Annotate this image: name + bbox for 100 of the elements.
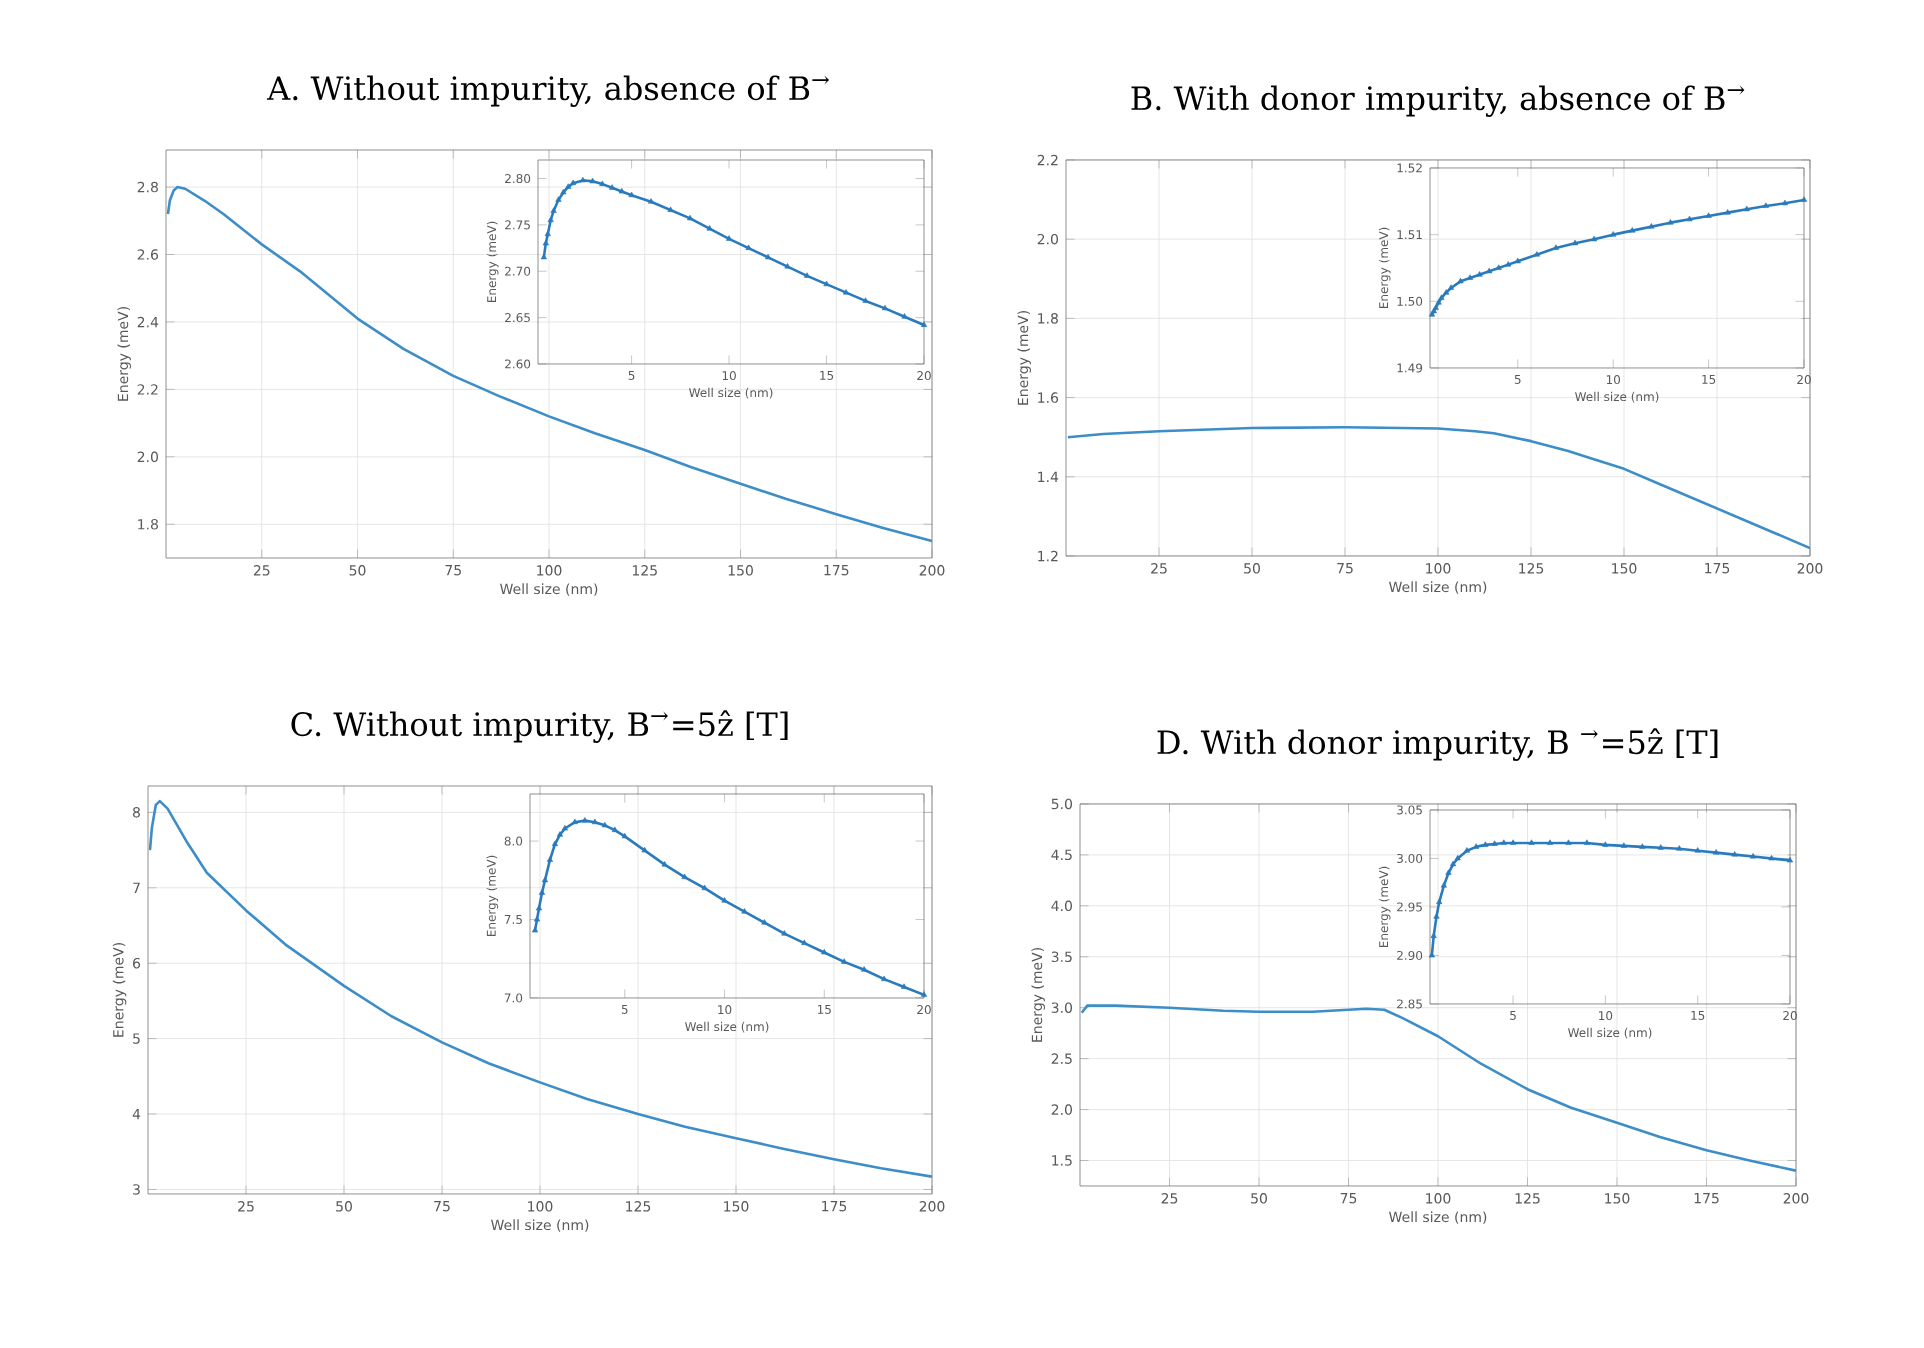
point bbox=[542, 239, 549, 246]
point bbox=[1473, 843, 1480, 849]
point bbox=[648, 198, 655, 204]
point bbox=[535, 905, 543, 911]
point bbox=[1648, 223, 1655, 229]
point bbox=[589, 177, 596, 184]
point bbox=[681, 873, 688, 880]
point bbox=[881, 975, 888, 982]
point bbox=[1565, 839, 1572, 845]
point bbox=[1447, 284, 1455, 290]
point bbox=[533, 916, 541, 922]
point bbox=[541, 876, 549, 883]
point bbox=[1667, 219, 1674, 225]
point bbox=[701, 884, 708, 891]
point bbox=[1510, 839, 1517, 845]
point bbox=[1602, 841, 1609, 847]
point bbox=[1528, 839, 1535, 845]
point bbox=[801, 939, 808, 945]
point bbox=[546, 856, 554, 862]
point bbox=[1724, 209, 1731, 215]
point bbox=[1768, 854, 1775, 861]
line-series bbox=[166, 185, 933, 543]
point bbox=[1438, 294, 1445, 300]
point bbox=[1571, 239, 1579, 246]
point bbox=[531, 927, 539, 933]
point bbox=[538, 889, 546, 895]
point bbox=[1533, 251, 1540, 257]
point bbox=[609, 184, 616, 190]
point bbox=[1591, 235, 1598, 242]
point bbox=[1686, 215, 1693, 222]
point bbox=[900, 983, 908, 989]
point bbox=[1495, 264, 1502, 270]
point bbox=[1676, 845, 1683, 851]
point bbox=[1443, 289, 1450, 295]
point bbox=[1440, 882, 1447, 888]
chart-title: A. Without impurity, absence of B$^{→}$ bbox=[266, 75, 830, 107]
point bbox=[725, 235, 733, 241]
point bbox=[1463, 847, 1470, 853]
line-series bbox=[148, 799, 932, 1178]
point bbox=[570, 179, 577, 186]
point bbox=[1583, 839, 1590, 845]
point bbox=[1428, 311, 1435, 317]
point bbox=[1800, 196, 1808, 202]
point bbox=[1610, 231, 1617, 237]
point bbox=[1457, 277, 1464, 284]
point bbox=[561, 824, 568, 831]
point bbox=[556, 831, 564, 837]
point bbox=[591, 818, 598, 825]
point bbox=[628, 191, 635, 198]
point bbox=[667, 206, 674, 212]
point bbox=[1786, 856, 1794, 863]
point bbox=[1430, 307, 1437, 314]
point bbox=[641, 846, 648, 853]
point bbox=[601, 821, 608, 828]
point bbox=[1781, 199, 1788, 206]
chart-title: D. With donor impurity, B $^{→}$=5ẑ [T] bbox=[1157, 728, 1718, 761]
point bbox=[1657, 844, 1664, 850]
point bbox=[881, 304, 889, 311]
point bbox=[560, 188, 567, 195]
point bbox=[1629, 227, 1636, 233]
point bbox=[1514, 257, 1521, 264]
point bbox=[781, 930, 788, 936]
point bbox=[1505, 261, 1512, 267]
point bbox=[1435, 299, 1442, 305]
point bbox=[1743, 205, 1750, 212]
point bbox=[1454, 854, 1461, 861]
point bbox=[1432, 304, 1439, 310]
chart-title: C. Without impurity, B$^{→}$=5ẑ [T] bbox=[291, 710, 788, 743]
chart-title: B. With donor impurity, absence of B$^{→}$ bbox=[1131, 85, 1745, 117]
point bbox=[1482, 841, 1489, 847]
point bbox=[565, 183, 572, 189]
point bbox=[745, 244, 752, 250]
point bbox=[1486, 267, 1493, 274]
point bbox=[1552, 244, 1560, 250]
point bbox=[1639, 843, 1646, 849]
point bbox=[581, 817, 588, 823]
point bbox=[803, 272, 811, 278]
point bbox=[1713, 849, 1720, 855]
point bbox=[784, 263, 791, 269]
point bbox=[1436, 898, 1443, 905]
point bbox=[661, 861, 668, 867]
point bbox=[599, 180, 606, 186]
point bbox=[823, 280, 830, 287]
point bbox=[1433, 913, 1440, 919]
point bbox=[706, 225, 713, 231]
point bbox=[841, 958, 848, 964]
point bbox=[1445, 869, 1452, 875]
point bbox=[764, 253, 772, 260]
point bbox=[621, 832, 628, 839]
point bbox=[1620, 842, 1627, 848]
point bbox=[544, 230, 551, 237]
point bbox=[611, 826, 618, 832]
point bbox=[547, 216, 554, 223]
point bbox=[1491, 840, 1498, 846]
point bbox=[1467, 274, 1474, 280]
point bbox=[687, 214, 694, 221]
point bbox=[842, 289, 850, 295]
point bbox=[920, 991, 928, 997]
point bbox=[1546, 839, 1554, 845]
point bbox=[550, 207, 557, 213]
